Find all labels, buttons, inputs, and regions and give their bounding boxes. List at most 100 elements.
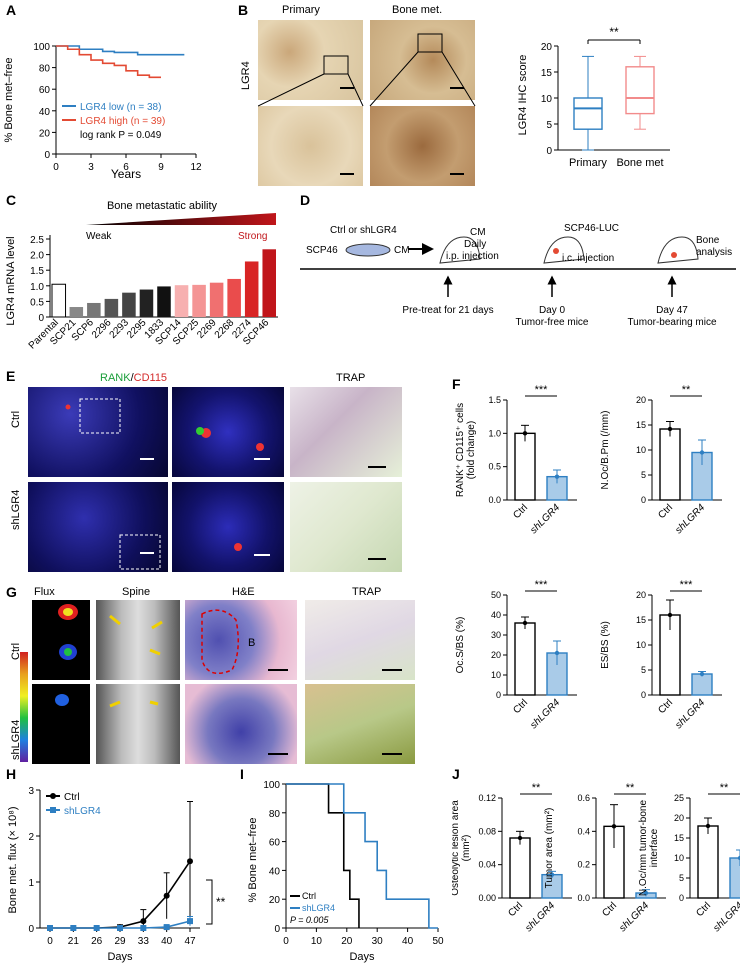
panel-c-bar (104, 298, 119, 317)
mouse-icon (543, 236, 585, 264)
panel-b-ytick-label: 10 (541, 94, 553, 105)
panel-j-2-xtick-label: shLGR4 (617, 900, 651, 934)
panel-f-4-point (667, 612, 673, 618)
zoom-box (79, 398, 121, 434)
panel-f-2-point (699, 450, 705, 455)
panel-j-1-ylabel: (mm²) (461, 835, 472, 862)
panel-f-3-ytick-label: 50 (491, 590, 501, 600)
panel-f-1-point (522, 431, 528, 436)
panel-j-charts: Osteolytic lesion area(mm²)0.000.040.080… (452, 782, 740, 934)
panel-f-2-xtick-label: shLGR4 (673, 502, 707, 536)
panel-f-4-ytick-label: 20 (636, 590, 646, 600)
panel-c-bar (244, 261, 259, 317)
panel-h-sig: ** (216, 895, 226, 909)
panel-a-xtick-label: 9 (158, 162, 164, 173)
panel-j-3-ytick-label: 10 (674, 853, 684, 863)
panel-j-2-ytick-label: 0.2 (577, 860, 590, 870)
panel-j-2-sig: ** (626, 782, 635, 794)
panel-b-rowlabel: LGR4 (240, 61, 252, 90)
panel-a-ytick-label: 60 (39, 85, 51, 96)
panel-f-2-sig: ** (682, 384, 691, 396)
panel-f-2-ytick-label: 20 (636, 395, 646, 405)
panel-f-3-xtick-label: shLGR4 (528, 697, 562, 731)
panel-a-ytick-label: 80 (39, 64, 51, 75)
panel-letter-e: E (6, 368, 16, 384)
panel-f-1-chart: RANK⁺ CD115⁺ cells (fold change) 0.0 0.5 1.0… (455, 384, 577, 536)
panel-j-3-ytick-label: 15 (674, 833, 684, 843)
zoom-line (258, 73, 325, 107)
panel-a-stat: log rank P = 0.049 (80, 130, 162, 141)
zoom-line (347, 73, 364, 107)
zoom-line (369, 51, 419, 107)
zoom-box-primary (323, 55, 349, 75)
panel-a-xtick-label: 3 (88, 162, 94, 173)
panel-g-he: H&E (232, 586, 255, 598)
panel-e-overlay (65, 398, 386, 570)
panel-h-point (163, 924, 170, 931)
panel-f-3-bar (514, 622, 536, 696)
panel-i-ylabel: % Bone met–free (247, 818, 259, 903)
panel-f-1-sig: *** (535, 384, 549, 396)
panel-b-box (625, 66, 655, 115)
panel-f-1-xtick-label: Ctrl (511, 502, 530, 521)
panel-a-ytick-label: 20 (39, 128, 51, 139)
panel-c-bar (209, 282, 224, 317)
cell-marker (234, 543, 242, 551)
panel-letter-g: G (6, 584, 17, 600)
panel-c-bar (139, 289, 154, 317)
panel-f-4-ytick-label: 0 (641, 690, 646, 700)
panel-f-3-ytick-label: 20 (491, 650, 501, 660)
panel-e-trap: TRAP (336, 372, 366, 384)
ihc-primary-low (258, 20, 363, 100)
panel-h-ytick-label: 2 (28, 832, 34, 843)
panel-a-chart: % Bone met–free 0 20 40 60 80 100 0 3 6 9 12 Year… (3, 42, 202, 181)
panel-d-cm1: CM (470, 227, 486, 238)
panel-f-1-xtick-label: shLGR4 (528, 502, 562, 536)
ihc-primary-high (258, 106, 363, 186)
panel-h-point (70, 925, 77, 931)
panel-h-point (163, 892, 170, 899)
panel-f-3-point (522, 620, 528, 626)
panel-b-col-primary: Primary (282, 4, 320, 16)
panel-e-rank: RANK (100, 372, 131, 384)
panel-c-ytick-label: 0 (38, 313, 44, 324)
arrow-icon (149, 700, 159, 706)
zoom-box (119, 534, 161, 570)
panel-a-xtick-label: 6 (123, 162, 129, 173)
panel-f-1-point (554, 474, 560, 479)
panel-f-2-bar (659, 428, 681, 501)
cell-marker (65, 404, 71, 410)
panel-e-cd115: CD115 (133, 372, 168, 384)
panel-h-point (93, 925, 100, 931)
panel-i-xlabel: Days (349, 951, 375, 963)
panel-h-xtick-label: 21 (68, 936, 80, 947)
panel-d-ic: i.c. injection (562, 253, 614, 264)
panel-j-3-ytick-label: 0 (679, 893, 684, 903)
panel-j-2-ylabel: Tumor area (mm²) (544, 808, 555, 889)
bli-signal (55, 694, 69, 706)
panel-f-1-ytick-label: 1.0 (488, 428, 501, 438)
panel-f-1-ytick-label: 0.5 (488, 462, 501, 472)
panel-b-xtick-primary: Primary (569, 157, 607, 169)
panel-e-row-ctrl: Ctrl (10, 410, 22, 428)
panel-f-2-ylabel: N.Oc/B.Pm (/mm) (600, 411, 611, 490)
panel-c-bar (122, 292, 136, 317)
panel-i-xtick-label: 50 (432, 936, 444, 947)
panel-f-4-ytick-label: 5 (641, 665, 646, 675)
panel-f-2-point (667, 426, 673, 432)
panel-f-3-ylabel: Oc.S/BS (%) (455, 617, 466, 674)
legend-sh-text: shLGR4 (302, 903, 335, 913)
panel-i-xtick-label: 0 (283, 936, 289, 947)
panel-d-bearing: Tumor-bearing mice (627, 317, 717, 328)
panel-j-1-xtick-label: shLGR4 (523, 900, 557, 934)
arrow-icon (151, 620, 163, 630)
panel-a-series-line (56, 45, 161, 79)
panel-letter-a: A (6, 2, 17, 18)
panel-f-3-ytick-label: 0 (496, 690, 501, 700)
legend-sh-text: shLGR4 (64, 806, 101, 817)
panel-f-3-ytick-label: 30 (491, 630, 501, 640)
panel-c-title: Bone metastatic ability (107, 200, 218, 212)
panel-i-series-line (286, 783, 438, 929)
if-sh-zoom (172, 482, 284, 572)
panel-j-1-xtick-label: Ctrl (506, 900, 525, 919)
